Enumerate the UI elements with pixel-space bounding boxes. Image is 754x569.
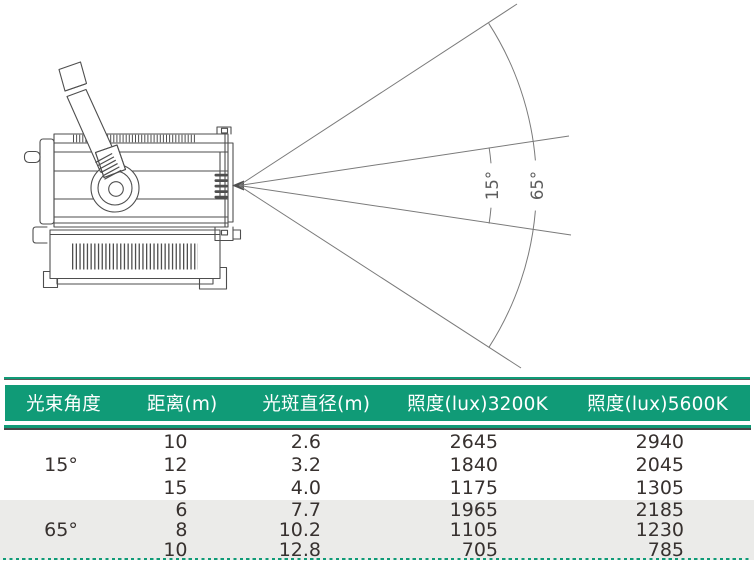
arc-65-upper bbox=[488, 23, 536, 161]
cell-distance: 15 bbox=[163, 477, 188, 499]
table-bottom-dotted-rule bbox=[3, 557, 751, 561]
cell-distance: 8 bbox=[175, 518, 188, 541]
table-header-row: 光束角度 距离(m) 光斑直径(m) 照度(lux)3200K 照度(lux)5… bbox=[5, 385, 750, 421]
cell-lux-5600k: 785 bbox=[647, 538, 684, 561]
cell-lux-3200k: 705 bbox=[461, 538, 498, 561]
cell-lux-3200k: 1840 bbox=[449, 454, 498, 476]
table-group-65deg: 65° 6 7.7 1965 2185 8 10.2 1105 1230 10 … bbox=[0, 498, 754, 561]
table-group-15deg: 15° 10 2.6 2645 2940 12 3.2 1840 2045 15… bbox=[0, 430, 754, 500]
arc-15-upper bbox=[488, 147, 492, 164]
cell-lux-3200k: 1105 bbox=[449, 518, 498, 541]
cell-lux-5600k: 1305 bbox=[635, 477, 684, 499]
cell-lux-5600k: 2185 bbox=[635, 498, 684, 521]
cell-lux-3200k: 1965 bbox=[449, 498, 498, 521]
angle-value-15: 15° bbox=[44, 454, 78, 476]
yoke-pivot-hole bbox=[108, 181, 124, 197]
cell-lux-3200k: 2645 bbox=[449, 431, 498, 453]
cell-spot-diameter: 4.0 bbox=[290, 477, 321, 499]
fixture-bottom-box bbox=[49, 229, 221, 280]
cell-lux-3200k: 1175 bbox=[449, 477, 498, 499]
cell-distance: 10 bbox=[163, 431, 188, 453]
header-bottom-rule-green bbox=[4, 425, 751, 428]
beam-line-65-top bbox=[238, 3, 518, 186]
cell-spot-diameter: 7.7 bbox=[290, 498, 321, 521]
fixture-left-foot bbox=[42, 270, 59, 289]
cell-spot-diameter: 2.6 bbox=[290, 431, 321, 453]
header-lux-5600k: 照度(lux)5600K bbox=[587, 394, 728, 415]
beam-angle-diagram: 15° 65° bbox=[23, 3, 572, 369]
narrow-beam-angle-label: 15° bbox=[483, 171, 502, 200]
beam-lines bbox=[238, 3, 572, 369]
yoke-handle-cap bbox=[58, 61, 88, 92]
header-spot-diameter: 光斑直径(m) bbox=[262, 394, 371, 415]
arc-15-lower bbox=[488, 207, 492, 224]
cell-spot-diameter: 12.8 bbox=[278, 538, 321, 561]
fixture-right-foot bbox=[198, 266, 228, 290]
cell-distance: 12 bbox=[163, 454, 188, 476]
cell-spot-diameter: 10.2 bbox=[278, 518, 321, 541]
fixture-left-clamp bbox=[32, 226, 48, 244]
header-bottom-rule-dark bbox=[4, 427, 751, 430]
fixture-left-knob bbox=[23, 150, 41, 164]
cell-lux-5600k: 2940 bbox=[635, 431, 684, 453]
fixture-bottom-bracket bbox=[214, 226, 234, 242]
lens-fins bbox=[214, 173, 228, 199]
wide-beam-angle-label: 65° bbox=[528, 171, 547, 200]
angle-value-65: 65° bbox=[44, 518, 78, 541]
fixture-top-bracket bbox=[216, 126, 232, 135]
arc-65-lower bbox=[488, 210, 536, 348]
beam-origin-arrow-icon bbox=[232, 180, 244, 191]
table-top-rule bbox=[4, 376, 750, 380]
cell-distance: 6 bbox=[175, 498, 188, 521]
cell-distance: 10 bbox=[163, 538, 188, 561]
beam-line-15-top bbox=[238, 135, 570, 186]
beam-line-15-bottom bbox=[238, 185, 572, 236]
header-beam-angle: 光束角度 bbox=[26, 394, 101, 415]
light-fixture-drawing bbox=[23, 61, 242, 290]
fixture-body bbox=[53, 133, 229, 228]
cell-lux-5600k: 1230 bbox=[635, 518, 684, 541]
fixture-body-panel-lines bbox=[53, 142, 229, 224]
cell-lux-5600k: 2045 bbox=[635, 454, 684, 476]
fixture-left-cap bbox=[39, 138, 55, 225]
table-body: 15° 10 2.6 2645 2940 12 3.2 1840 2045 15… bbox=[0, 430, 754, 561]
table-top-rule-shadow bbox=[4, 379, 750, 381]
header-lux-3200k: 照度(lux)3200K bbox=[407, 394, 548, 415]
beam-line-65-bottom bbox=[238, 185, 522, 369]
header-distance: 距离(m) bbox=[147, 394, 218, 415]
cell-spot-diameter: 3.2 bbox=[290, 454, 321, 476]
